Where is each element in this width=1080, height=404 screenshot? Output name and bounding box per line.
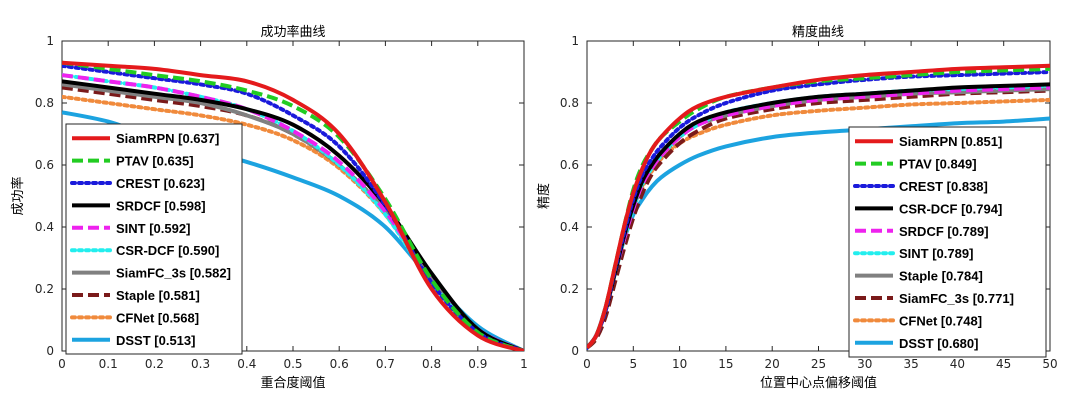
x-tick-label: 0 [58,357,66,371]
x-tick-label: 10 [672,357,687,371]
legend: SiamRPN [0.637] PTAV [0.635] CREST [0.623]… [65,123,243,355]
y-tick-label: 0.6 [35,158,54,172]
x-tick-label: 50 [1042,357,1057,371]
x-tick-label: 5 [629,357,637,371]
y-tick-label: 0.8 [560,96,579,110]
legend-label: SINT [0.789] [899,246,973,261]
legend-label: DSST [0.513] [116,333,195,348]
legend-label: CREST [0.838] [899,179,988,194]
y-tick-label: 0.4 [35,220,54,234]
series-line [62,79,524,351]
x-axis-label: 重合度阈值 [260,375,325,391]
precision-chart: 精度曲线 0 5 10 15 20 25 30 35 40 45 50 0 0.2 0.4 0.6 0.8 1 位置… [536,24,1058,391]
success-rate-chart: 成功率曲线 0 0.1 0.2 0.3 0.4 0.5 0.6 0.7 0.8 0.9 1 0 0.2 0.… [10,24,528,391]
legend-label: SRDCF [0.598] [116,198,206,213]
legend-label: SiamFC_3s [0.771] [899,291,1014,306]
legend-label: SRDCF [0.789] [899,224,989,239]
x-tick-label: 30 [857,357,872,371]
legend-label: CSR-DCF [0.794] [899,201,1002,216]
legend-label: DSST [0.680] [899,336,978,351]
x-axis-label: 位置中心点偏移阈值 [760,375,877,391]
legend-label: Staple [0.581] [116,288,200,303]
x-tick-label: 20 [765,357,780,371]
x-tick-label: 45 [996,357,1011,371]
y-axis-label: 成功率 [10,176,26,215]
series-line [587,88,1050,350]
y-tick-label: 0.2 [35,282,54,296]
legend-label: CFNet [0.748] [899,313,982,328]
x-tick-label: 0.5 [283,357,302,371]
legend: SiamRPN [0.851] PTAV [0.849] CREST [0.838]… [848,126,1047,358]
series-line [587,63,1050,350]
y-tick-label: 0 [571,344,579,358]
y-tick-label: 0 [46,344,54,358]
legend-label: PTAV [0.849] [899,157,977,172]
legend-label: CSR-DCF [0.590] [116,243,219,258]
series-line [62,60,524,351]
chart-title: 精度曲线 [792,24,844,40]
legend-label: SiamRPN [0.637] [116,131,219,146]
x-tick-label: 25 [811,357,826,371]
legend-label: CREST [0.623] [116,176,205,191]
y-tick-label: 1 [571,34,579,48]
x-tick-label: 0.4 [237,357,256,371]
x-tick-label: 35 [903,357,918,371]
y-tick-label: 0.8 [35,96,54,110]
legend-label: CFNet [0.568] [116,310,199,325]
x-tick-label: 0.1 [99,357,118,371]
legend-label: SINT [0.592] [116,221,190,236]
legend-label: SiamFC_3s [0.582] [116,266,231,281]
x-tick-label: 0 [583,357,591,371]
y-tick-label: 0.4 [560,220,579,234]
series-lines [62,60,524,351]
x-tick-label: 0.6 [330,357,349,371]
chart-title: 成功率曲线 [260,24,325,40]
y-axis-label: 精度 [536,183,552,209]
legend-label: Staple [0.784] [899,269,983,284]
x-tick-label: 0.2 [145,357,164,371]
x-tick-label: 40 [950,357,965,371]
y-tick-label: 0.6 [560,158,579,172]
x-tick-label: 15 [718,357,733,371]
x-tick-label: 0.3 [191,357,210,371]
y-tick-label: 0.2 [560,282,579,296]
x-tick-label: 1 [520,357,528,371]
legend-label: PTAV [0.635] [116,154,194,169]
series-lines [587,63,1050,350]
x-tick-label: 0.8 [422,357,441,371]
series-line [62,60,524,351]
y-tick-label: 1 [46,34,54,48]
x-tick-label: 0.9 [468,357,487,371]
legend-label: SiamRPN [0.851] [899,134,1002,149]
x-tick-label: 0.7 [376,357,395,371]
